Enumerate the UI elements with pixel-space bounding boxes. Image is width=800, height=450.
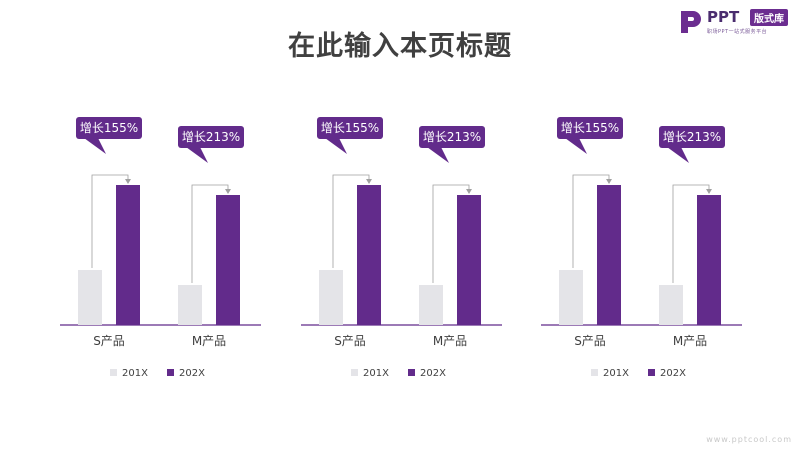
watermark: www.pptcool.com	[706, 435, 792, 444]
arrow-head-icon	[706, 189, 712, 194]
legend-label-201x: 201X	[603, 368, 629, 379]
category-label: S产品	[334, 334, 366, 348]
growth-label: 增长155%	[561, 121, 619, 135]
arrow-head-icon	[366, 179, 372, 184]
bar-201x	[319, 270, 343, 325]
growth-callout	[557, 117, 623, 139]
legend-swatch-202x	[408, 369, 415, 376]
growth-callout	[76, 117, 142, 139]
chart-panel-1: 增长155% S产品 增长213% M产品 201X 202X	[60, 117, 261, 379]
page-title: 在此输入本页标题	[288, 31, 512, 62]
callout-tail	[565, 138, 587, 154]
growth-callout	[317, 117, 383, 139]
legend-label-202x: 202X	[660, 368, 686, 379]
legend-swatch-201x	[591, 369, 598, 376]
legend-swatch-201x	[110, 369, 117, 376]
growth-callout	[178, 126, 244, 148]
bar-202x	[216, 195, 240, 325]
legend-label-201x: 201X	[122, 368, 148, 379]
callout-tail	[325, 138, 347, 154]
arrow-head-icon	[225, 189, 231, 194]
legend-label-201x: 201X	[363, 368, 389, 379]
bar-202x	[597, 185, 621, 325]
chart-panel-2: 增长155% S产品 增长213% M产品 201X 202X	[301, 117, 502, 379]
brand-name: PPT	[707, 8, 740, 26]
logo-mark-icon	[681, 11, 701, 33]
bar-202x	[116, 185, 140, 325]
growth-label: 增长213%	[423, 130, 481, 144]
growth-label: 增长155%	[321, 121, 379, 135]
legend-swatch-202x	[648, 369, 655, 376]
bar-202x	[357, 185, 381, 325]
brand-badge: 版式库	[750, 9, 788, 26]
bar-201x	[419, 285, 443, 325]
legend-swatch-201x	[351, 369, 358, 376]
bar-201x	[178, 285, 202, 325]
callout-tail	[427, 147, 449, 163]
growth-label: 增长213%	[663, 130, 721, 144]
growth-label: 增长155%	[80, 121, 138, 135]
legend-label-202x: 202X	[420, 368, 446, 379]
bar-201x	[559, 270, 583, 325]
bar-202x	[697, 195, 721, 325]
category-label: M产品	[433, 334, 467, 348]
legend-label-202x: 202X	[179, 368, 205, 379]
arrow-head-icon	[466, 189, 472, 194]
category-label: S产品	[93, 334, 125, 348]
bar-201x	[659, 285, 683, 325]
arrow-head-icon	[125, 179, 131, 184]
bar-201x	[78, 270, 102, 325]
growth-callout	[659, 126, 725, 148]
growth-label: 增长213%	[182, 130, 240, 144]
chart-panel-3: 增长155% S产品 增长213% M产品 201X 202X	[541, 117, 742, 379]
category-label: S产品	[574, 334, 606, 348]
brand-logo: PPT 版式库 职场PPT一站式服务平台	[678, 8, 796, 38]
growth-callout	[419, 126, 485, 148]
callout-tail	[186, 147, 208, 163]
brand-tagline: 职场PPT一站式服务平台	[707, 29, 768, 35]
bar-202x	[457, 195, 481, 325]
callout-tail	[667, 147, 689, 163]
category-label: M产品	[673, 334, 707, 348]
legend-swatch-202x	[167, 369, 174, 376]
category-label: M产品	[192, 334, 226, 348]
arrow-head-icon	[606, 179, 612, 184]
callout-tail	[84, 138, 106, 154]
